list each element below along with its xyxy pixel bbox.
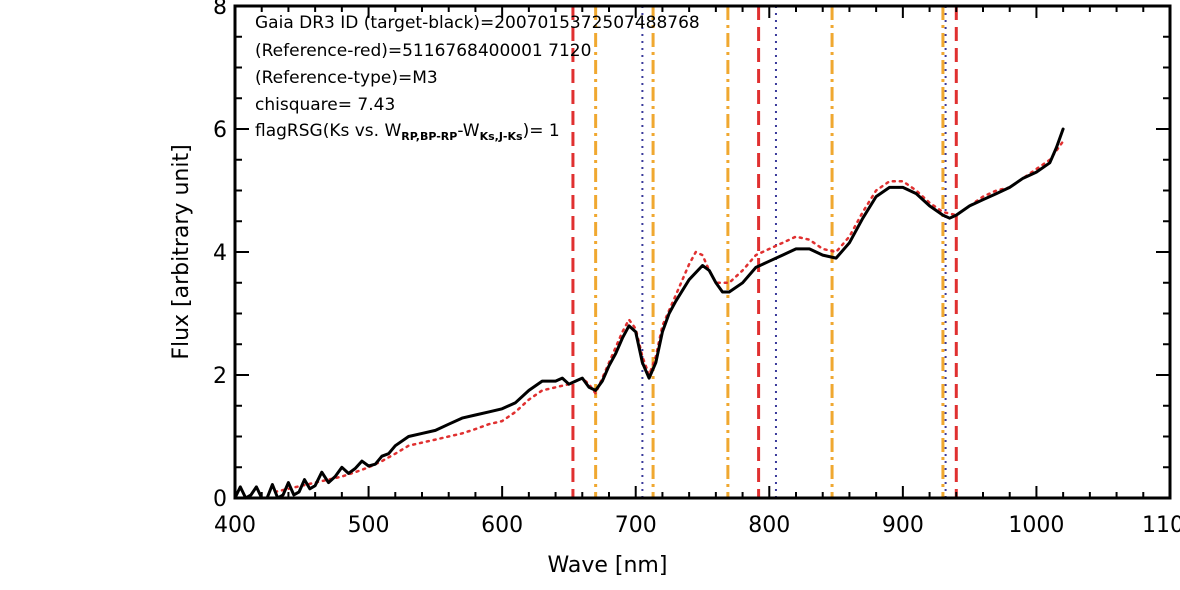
annotation-reference-red: (Reference-red)=5116768400001 7120 — [255, 41, 591, 61]
x-tick-label: 800 — [748, 513, 790, 538]
annotation-reference-type: (Reference-type)=M3 — [255, 68, 438, 88]
y-tick-label: 4 — [213, 241, 227, 266]
x-tick-label: 500 — [348, 513, 390, 538]
y-tick-label: 8 — [213, 0, 227, 20]
annotation-gaia-id: Gaia DR3 ID (target-black)=2007015372507… — [255, 13, 700, 33]
annotation-flag-sub1: RP,BP-RP — [401, 130, 457, 143]
ticks-layer — [234, 5, 1171, 499]
x-tick-label: 700 — [615, 513, 657, 538]
annotation-block: Gaia DR3 ID (target-black)=2007015372507… — [255, 13, 700, 143]
series-layer — [233, 127, 1065, 500]
annotation-flag-mid: -W — [457, 121, 479, 141]
x-tick-label: 900 — [882, 513, 924, 538]
annotation-flag-sub2: Ks,J-Ks — [480, 130, 523, 143]
y-tick-label: 2 — [213, 364, 227, 389]
x-tick-label: 600 — [481, 513, 523, 538]
x-axis-title: Wave [nm] — [548, 553, 668, 578]
annotation-flag-end: )= 1 — [523, 121, 560, 141]
y-tick-label: 6 — [213, 118, 227, 143]
y-axis-title: Flux [arbitrary unit] — [169, 144, 194, 359]
annotation-chisquare: chisquare= 7.43 — [255, 95, 395, 115]
series-line-0 — [233, 127, 1065, 500]
series-line-1 — [273, 140, 1065, 494]
reference-lines-layer — [571, 6, 958, 498]
annotation-flag-main: flagRSG(Ks vs. W — [255, 121, 401, 141]
x-tick-label: 1000 — [1008, 513, 1064, 538]
x-tick-label: 400 — [214, 513, 256, 538]
annotation-flag-rsg: flagRSG(Ks vs. WRP,BP-RP-WKs,J-Ks)= 1 — [255, 121, 560, 143]
y-tick-label: 0 — [213, 487, 227, 512]
